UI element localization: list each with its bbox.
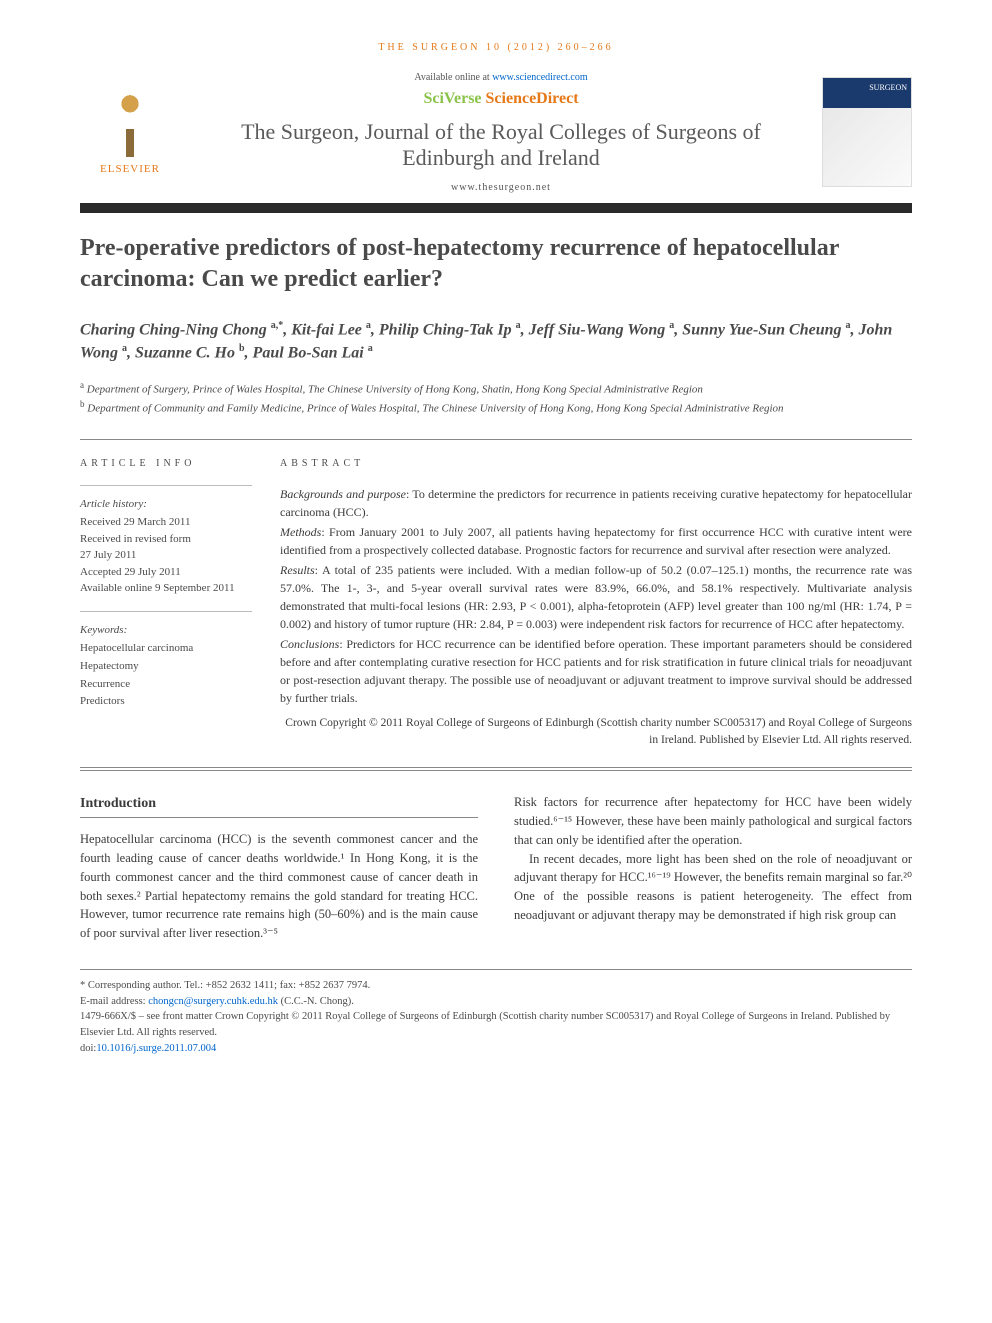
- article-info-heading: ARTICLE INFO: [80, 456, 252, 471]
- history-line: Received in revised form: [80, 531, 252, 548]
- affiliation-a: a Department of Surgery, Prince of Wales…: [80, 379, 912, 398]
- history-line: Accepted 29 July 2011: [80, 564, 252, 581]
- email-suffix: (C.C.-N. Chong).: [278, 996, 354, 1007]
- doi-label: doi:: [80, 1043, 96, 1054]
- elsevier-label: ELSEVIER: [100, 161, 160, 178]
- affiliations: a Department of Surgery, Prince of Wales…: [80, 379, 912, 417]
- doi-link[interactable]: 10.1016/j.surge.2011.07.004: [96, 1043, 216, 1054]
- masthead: ELSEVIER Available online at www.science…: [80, 70, 912, 195]
- keyword: Predictors: [80, 693, 252, 711]
- history-line: Received 29 March 2011: [80, 514, 252, 531]
- history-label: Article history:: [80, 485, 252, 513]
- cover-label: SURGEON: [823, 78, 911, 108]
- info-abstract-row: ARTICLE INFO Article history: Received 2…: [80, 439, 912, 750]
- abstract-section: Results: A total of 235 patients were in…: [280, 561, 912, 633]
- front-matter-line: 1479-666X/$ – see front matter Crown Cop…: [80, 1009, 912, 1041]
- introduction-heading: Introduction: [80, 793, 478, 818]
- sciverse-prefix: SciVerse: [423, 90, 485, 107]
- abstract-section: Backgrounds and purpose: To determine th…: [280, 485, 912, 521]
- email-line: E-mail address: chongcn@surgery.cuhk.edu…: [80, 994, 912, 1010]
- journal-cover-thumbnail: SURGEON: [822, 77, 912, 187]
- footer: * Corresponding author. Tel.: +852 2632 …: [80, 969, 912, 1057]
- running-head: THE SURGEON 10 (2012) 260–266: [80, 40, 912, 55]
- affiliation-b: b Department of Community and Family Med…: [80, 398, 912, 417]
- elsevier-tree-icon: [95, 87, 165, 157]
- article-title: Pre-operative predictors of post-hepatec…: [80, 233, 912, 295]
- abstract-heading: ABSTRACT: [280, 456, 912, 471]
- keyword: Hepatectomy: [80, 658, 252, 676]
- keyword: Hepatocellular carcinoma: [80, 640, 252, 658]
- abstract: ABSTRACT Backgrounds and purpose: To det…: [280, 456, 912, 750]
- intro-paragraph-1: Hepatocellular carcinoma (HCC) is the se…: [80, 830, 478, 943]
- abstract-copyright: Crown Copyright © 2011 Royal College of …: [280, 715, 912, 750]
- abstract-section: Conclusions: Predictors for HCC recurren…: [280, 635, 912, 707]
- body-text: Introduction Hepatocellular carcinoma (H…: [80, 793, 912, 943]
- elsevier-logo: ELSEVIER: [80, 77, 180, 187]
- journal-name: The Surgeon, Journal of the Royal Colleg…: [200, 119, 802, 172]
- keywords-list: Hepatocellular carcinomaHepatectomyRecur…: [80, 640, 252, 710]
- journal-url[interactable]: www.thesurgeon.net: [200, 180, 802, 195]
- corr-label: * Corresponding author.: [80, 980, 182, 991]
- abstract-section: Methods: From January 2001 to July 2007,…: [280, 523, 912, 559]
- keyword: Recurrence: [80, 676, 252, 694]
- cover-image-placeholder: [823, 108, 911, 186]
- available-online-line: Available online at www.sciencedirect.co…: [200, 70, 802, 85]
- keywords-label: Keywords:: [80, 611, 252, 639]
- corresponding-email-link[interactable]: chongcn@surgery.cuhk.edu.hk: [148, 996, 278, 1007]
- body-column-right: Risk factors for recurrence after hepate…: [514, 793, 912, 943]
- body-separator: [80, 767, 912, 771]
- intro-paragraph-3: In recent decades, more light has been s…: [514, 850, 912, 925]
- history-line: 27 July 2011: [80, 547, 252, 564]
- separator-bar: [80, 203, 912, 213]
- article-info-sidebar: ARTICLE INFO Article history: Received 2…: [80, 456, 280, 750]
- doi-line: doi:10.1016/j.surge.2011.07.004: [80, 1041, 912, 1057]
- authors-list: Charing Ching-Ning Chong a,*, Kit-fai Le…: [80, 319, 912, 364]
- masthead-center: Available online at www.sciencedirect.co…: [180, 70, 822, 195]
- sciencedirect-word: ScienceDirect: [486, 90, 579, 107]
- body-column-left: Introduction Hepatocellular carcinoma (H…: [80, 793, 478, 943]
- sciverse-brand: SciVerse ScienceDirect: [200, 87, 802, 111]
- history-line: Available online 9 September 2011: [80, 580, 252, 597]
- corr-contact: Tel.: +852 2632 1411; fax: +852 2637 797…: [182, 980, 370, 991]
- email-label: E-mail address:: [80, 996, 148, 1007]
- article-history: Received 29 March 2011Received in revise…: [80, 514, 252, 597]
- intro-paragraph-2: Risk factors for recurrence after hepate…: [514, 793, 912, 849]
- sciencedirect-link[interactable]: www.sciencedirect.com: [492, 72, 587, 83]
- available-prefix: Available online at: [414, 72, 492, 83]
- corresponding-author: * Corresponding author. Tel.: +852 2632 …: [80, 978, 912, 994]
